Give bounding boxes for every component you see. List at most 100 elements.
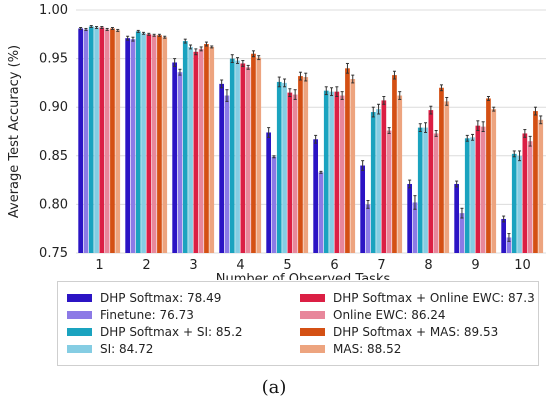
bar <box>219 83 224 253</box>
bar <box>486 98 491 254</box>
bar <box>329 91 334 253</box>
y-axis-label: Average Test Accuracy (%) <box>7 45 22 218</box>
bar <box>313 139 318 253</box>
bar <box>146 34 152 253</box>
bar <box>506 237 512 253</box>
legend-item: Online EWC: 86.24 <box>300 308 446 322</box>
legend-label: SI: 84.72 <box>100 342 154 356</box>
bar <box>423 127 428 253</box>
bar <box>83 29 89 253</box>
bar <box>318 172 324 253</box>
bar <box>360 165 365 253</box>
bar <box>397 95 403 253</box>
x-tick-label: 8 <box>424 258 432 273</box>
figure-caption: (a) <box>261 377 287 398</box>
bar <box>407 183 412 253</box>
bar <box>345 68 350 253</box>
bar <box>334 91 340 253</box>
bar <box>538 119 544 253</box>
bar <box>141 33 146 253</box>
bar <box>177 72 183 253</box>
bar <box>94 27 99 253</box>
x-tick-label: 9 <box>471 258 479 273</box>
legend-label: Finetune: 76.73 <box>100 308 194 322</box>
y-tick-label: 0.90 <box>39 100 68 115</box>
legend-item: DHP Softmax + SI: 85.2 <box>67 325 243 339</box>
bar <box>433 133 439 253</box>
bar <box>172 62 177 253</box>
bar <box>527 141 533 253</box>
legend-swatch <box>67 328 92 336</box>
x-tick-label: 1 <box>95 258 103 273</box>
bar <box>266 132 271 253</box>
bar <box>151 35 157 253</box>
bar <box>182 41 188 253</box>
bar <box>511 153 517 253</box>
legend-item: DHP Softmax + MAS: 89.53 <box>300 325 498 339</box>
bar <box>439 87 444 253</box>
legend-item: Finetune: 76.73 <box>67 308 194 322</box>
bar <box>381 100 387 253</box>
legend-swatch <box>67 294 92 302</box>
bar-chart: 0.75 0.80 0.85 0.90 0.95 1.00 1 2 3 4 5 6 7 8 9 10 Numbe… <box>7 3 546 280</box>
bar <box>240 63 246 254</box>
bar <box>282 82 287 254</box>
bar <box>417 127 423 253</box>
legend-item: DHP Softmax + Online EWC: 87.3 <box>300 291 535 305</box>
bar <box>110 28 115 253</box>
y-tick-label: 0.95 <box>39 52 68 67</box>
legend-swatch <box>67 311 92 319</box>
bar <box>323 90 329 254</box>
bar <box>224 95 230 253</box>
bar <box>135 31 141 253</box>
bar <box>412 202 418 253</box>
bar <box>454 183 459 253</box>
bar <box>229 58 235 253</box>
legend-item: DHP Softmax: 78.49 <box>67 291 221 305</box>
bar <box>256 57 262 254</box>
bar <box>365 204 371 253</box>
bar <box>491 109 497 253</box>
bar <box>428 110 434 253</box>
bar <box>235 60 240 253</box>
legend-label: MAS: 88.52 <box>333 342 402 356</box>
bar <box>292 94 298 254</box>
bar <box>470 137 475 253</box>
bar <box>130 39 136 253</box>
bar <box>104 29 110 253</box>
bar <box>522 133 528 253</box>
bar <box>303 77 309 254</box>
bar <box>251 53 256 253</box>
y-tick-label: 0.75 <box>39 246 68 261</box>
bar <box>88 26 94 253</box>
bar <box>444 101 450 253</box>
legend-swatch <box>300 328 325 336</box>
bar <box>350 79 356 254</box>
bar <box>475 125 481 253</box>
y-tick-label: 0.85 <box>39 149 68 164</box>
bar <box>157 35 162 253</box>
legend-swatch <box>300 345 325 353</box>
legend-item: MAS: 88.52 <box>300 342 401 356</box>
bar <box>386 130 392 253</box>
bar <box>193 51 199 253</box>
legend-label: DHP Softmax + MAS: 89.53 <box>333 325 499 339</box>
bar <box>188 46 193 253</box>
x-tick-label: 7 <box>377 258 385 273</box>
bar <box>271 156 277 253</box>
legend-swatch <box>300 311 325 319</box>
x-tick-label: 4 <box>236 258 244 273</box>
bar <box>459 213 465 253</box>
bar <box>115 30 121 253</box>
bar <box>464 138 470 253</box>
bar <box>517 155 522 253</box>
legend-label: DHP Softmax + SI: 85.2 <box>100 325 243 339</box>
legend-label: DHP Softmax: 78.49 <box>100 291 222 305</box>
bar <box>209 46 215 253</box>
legend-label: Online EWC: 86.24 <box>333 308 446 322</box>
x-tick-label: 5 <box>283 258 291 273</box>
bar <box>198 48 204 253</box>
bar <box>480 126 486 253</box>
y-tick-label: 1.00 <box>39 3 68 18</box>
x-tick-label: 3 <box>189 258 197 273</box>
